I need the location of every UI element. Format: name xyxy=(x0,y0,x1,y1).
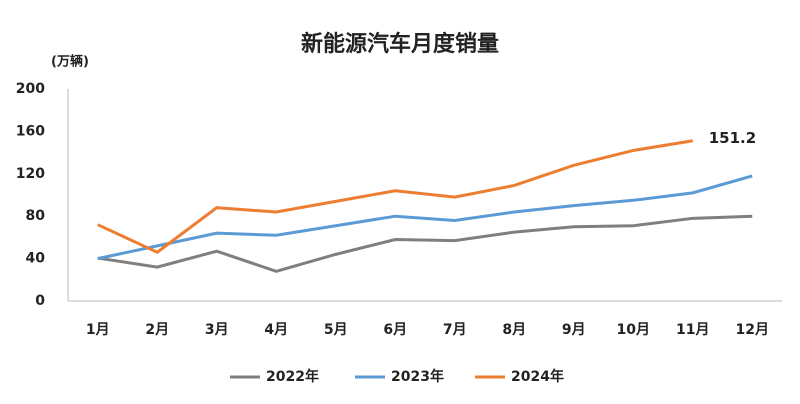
x-tick-label: 5月 xyxy=(324,322,348,338)
y-axis-label: (万辆) xyxy=(51,54,89,70)
x-tick-label: 4月 xyxy=(264,322,288,338)
legend-label: 2022年 xyxy=(266,368,319,385)
y-tick-label: 0 xyxy=(35,293,45,309)
x-tick-label: 9月 xyxy=(562,322,586,338)
x-tick-label: 2月 xyxy=(145,322,169,338)
legend-label: 2023年 xyxy=(391,368,444,385)
series-line xyxy=(97,174,753,261)
annotation: 151.2 xyxy=(709,129,756,147)
x-tick-label: 10月 xyxy=(617,322,650,338)
y-tick-label: 200 xyxy=(16,81,45,97)
x-tick-label: 7月 xyxy=(443,322,467,338)
y-tick-label: 120 xyxy=(16,166,45,182)
x-tick-label: 6月 xyxy=(383,322,407,338)
series-line xyxy=(97,214,753,273)
y-tick-label: 40 xyxy=(26,251,46,267)
series-line xyxy=(97,139,693,254)
x-tick-label: 12月 xyxy=(736,322,769,338)
legend-label: 2024年 xyxy=(511,368,564,385)
x-tick-label: 3月 xyxy=(205,322,229,338)
x-tick-label: 11月 xyxy=(676,322,709,338)
x-tick-label: 1月 xyxy=(86,322,110,338)
y-tick-label: 160 xyxy=(16,123,45,139)
y-tick-label: 80 xyxy=(26,208,46,224)
x-tick-label: 8月 xyxy=(502,322,526,338)
chart-title: 新能源汽车月度销量 xyxy=(301,31,499,57)
